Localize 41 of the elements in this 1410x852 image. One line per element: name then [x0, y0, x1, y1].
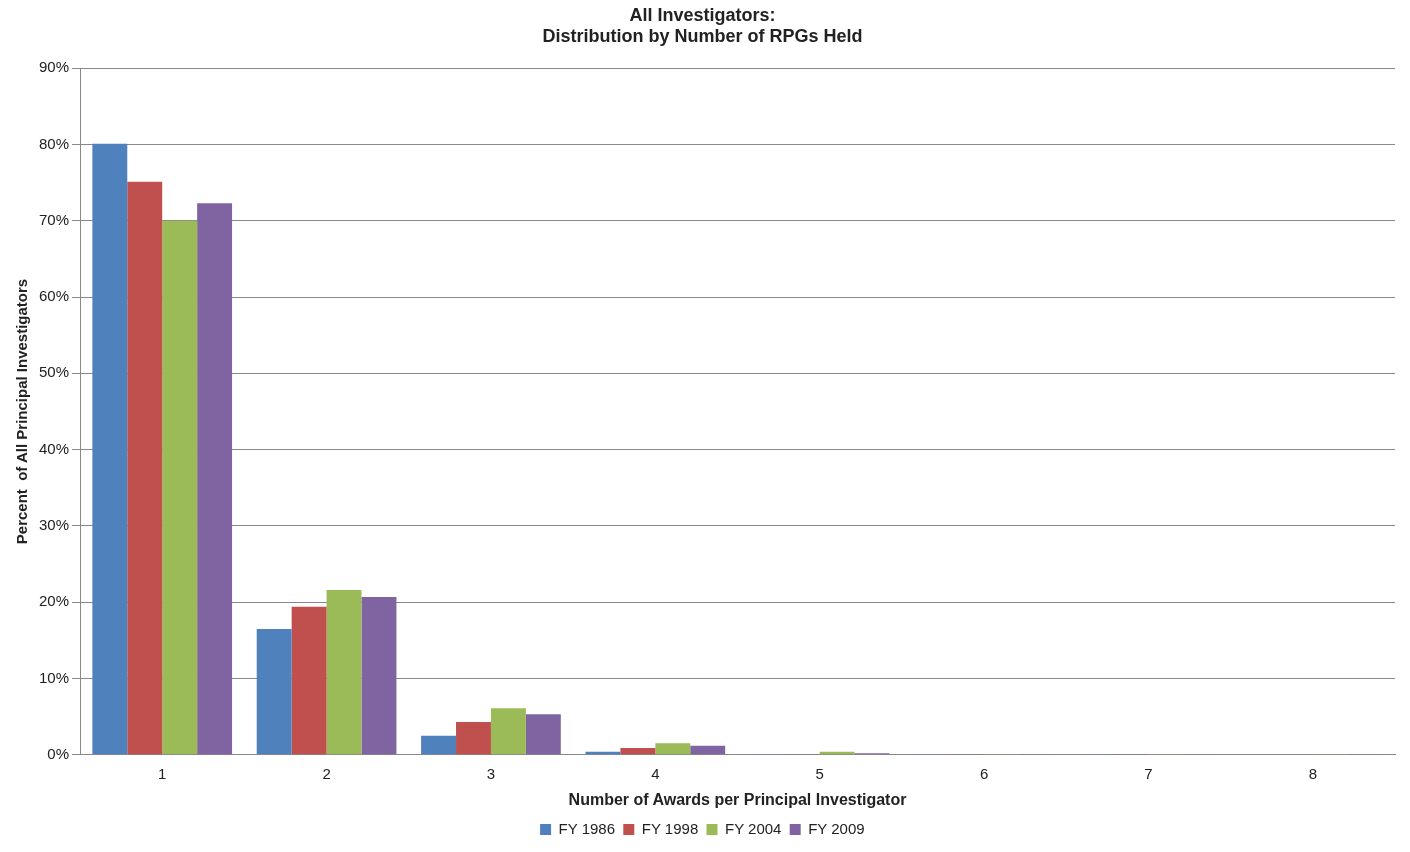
- bar: [456, 722, 491, 755]
- bar: [291, 606, 327, 755]
- x-tick-label: 1: [158, 764, 167, 782]
- y-tick-label: 60%: [38, 287, 70, 305]
- y-tick-label: 40%: [38, 439, 70, 457]
- x-tick-label: 7: [1144, 764, 1153, 782]
- bar: [690, 745, 726, 755]
- bar: [490, 708, 526, 755]
- legend-label: FY 1986: [558, 819, 616, 837]
- x-tick-label: 5: [815, 764, 824, 782]
- legend-label: FY 2009: [808, 819, 865, 837]
- legend-label: FY 1998: [641, 819, 699, 837]
- x-tick-label: 6: [979, 764, 989, 782]
- legend-label: FY 2004: [725, 819, 782, 837]
- bar: [162, 220, 198, 755]
- y-tick-label: 50%: [38, 363, 70, 381]
- x-tick-label: 8: [1308, 764, 1317, 782]
- bar: [655, 743, 691, 755]
- text: Distribution by Number of RPGs Held: [542, 26, 863, 47]
- bar: [361, 596, 397, 755]
- y-axis-title: Percent of All Principal Investigators: [13, 278, 31, 545]
- y-tick-label: 70%: [38, 210, 70, 228]
- bar: [197, 203, 233, 755]
- text: All Investigators:: [629, 4, 776, 25]
- y-tick-label: 90%: [38, 58, 70, 76]
- x-tick-label: 3: [486, 764, 496, 782]
- y-tick-label: 20%: [38, 592, 70, 610]
- bar: [620, 747, 656, 755]
- x-axis-title: Number of Awards per Principal Investigator: [568, 790, 907, 808]
- bar: [525, 714, 561, 755]
- y-tick-label: 0%: [47, 744, 70, 762]
- x-tick-label: 2: [322, 764, 331, 782]
- bar: [326, 590, 362, 755]
- bar: [127, 181, 163, 755]
- y-tick-label: 80%: [38, 134, 70, 152]
- y-tick-label: 10%: [38, 668, 70, 686]
- bar: [421, 735, 457, 755]
- bar: [256, 628, 292, 755]
- y-tick-label: 30%: [38, 516, 70, 534]
- x-tick-label: 4: [651, 764, 660, 782]
- bar: [92, 143, 128, 755]
